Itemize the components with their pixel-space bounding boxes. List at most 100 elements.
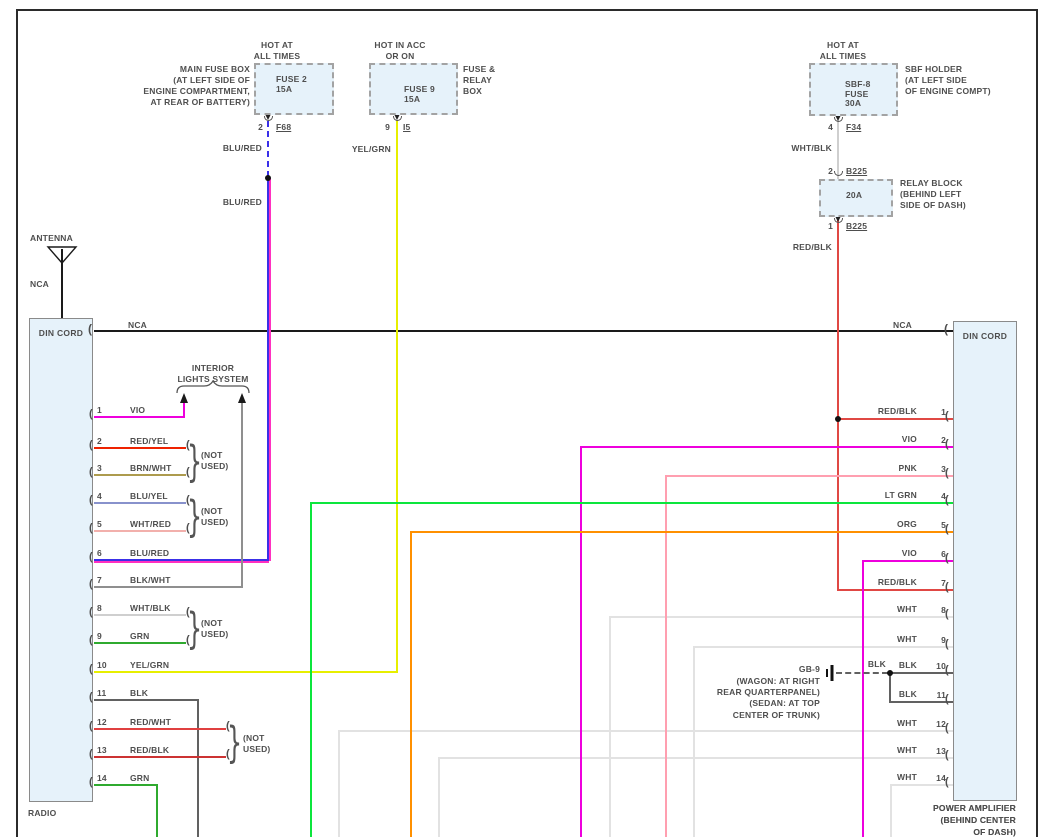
text-label: NCA — [128, 320, 148, 330]
text-label: BOX — [463, 86, 483, 96]
text-label: OF DASH) — [973, 827, 1016, 837]
amp5-org-segment — [410, 531, 412, 837]
amp-pin-label: VIO — [901, 548, 917, 558]
not-used-end-arc: ( — [186, 439, 190, 451]
radio5-whtred-segment — [94, 530, 186, 532]
junction-dot — [887, 670, 893, 676]
text-label: SBF-8 — [845, 79, 871, 89]
amp-caption: POWER AMPLIFIER — [933, 803, 1016, 813]
amp6-vio-segment — [862, 560, 954, 562]
radio7-blkwht-segment — [241, 397, 243, 588]
radio-pin-label: BLK/WHT — [130, 575, 171, 585]
radio-pin-label: BRN/WHT — [130, 463, 172, 473]
text-label: USED) — [201, 629, 229, 639]
text-label: USED) — [201, 517, 229, 527]
radio-pin-number: 8 — [97, 603, 102, 613]
radio-pin-label: GRN — [130, 773, 150, 783]
text-label: USED) — [243, 744, 271, 754]
text-label: 15A — [404, 94, 421, 104]
amp-pin-arc: ( — [945, 749, 949, 761]
text-label: FUSE — [845, 89, 869, 99]
connector-ref-link[interactable]: B225 — [846, 221, 868, 231]
radio-pin-arc: ( — [89, 439, 93, 451]
text-label: BLU/RED — [222, 143, 262, 153]
amp-pin-number: 14 — [936, 773, 946, 783]
amp-pin-number: 9 — [941, 635, 946, 645]
text-label: (NOT — [201, 506, 223, 516]
radio-pin-number: 11 — [97, 688, 107, 698]
text-label: HOT IN ACC — [374, 40, 426, 50]
box-exit-arc — [833, 218, 843, 223]
connector-ref-link[interactable]: I5 — [403, 122, 411, 132]
amp-pin-number: 2 — [941, 435, 946, 445]
radio11-blk-segment — [94, 699, 199, 701]
connector-ref-link[interactable]: F68 — [276, 122, 292, 132]
radio6-blured-fuse-segment — [267, 121, 269, 177]
text-label: CENTER OF TRUNK) — [732, 710, 820, 720]
radio-pin-number: 5 — [97, 519, 102, 529]
text-label: BLK — [867, 659, 886, 669]
radio13-redblk-segment — [94, 756, 226, 758]
radio6-blured-segment — [267, 178, 269, 561]
redblk-amp1-branch-segment — [837, 418, 954, 420]
radio-pin-number: 3 — [97, 463, 102, 473]
amp3-pnk-segment — [665, 475, 954, 477]
box-exit-arc — [263, 116, 273, 121]
whtblk-sbf-relay-segment — [837, 120, 839, 180]
not-used-brace: } — [187, 492, 203, 542]
text-label: FUSE 9 — [404, 84, 435, 94]
radio-pin-number: 4 — [97, 491, 102, 501]
amp-pin-arc: ( — [945, 523, 949, 535]
diagram-frame — [16, 9, 1038, 837]
amp-pin-label: BLK — [898, 660, 917, 670]
amp-pin-label: WHT — [897, 604, 917, 614]
amp3-pnk-segment — [665, 475, 667, 837]
box-exit-arc — [833, 171, 843, 176]
text-label: LIGHTS SYSTEM — [177, 374, 249, 384]
radio-pin-number: 10 — [97, 660, 107, 670]
amp-caption: OF DASH) — [973, 827, 1016, 837]
amp-pin-arc: ( — [945, 776, 949, 788]
text-label: (BEHIND CENTER — [940, 815, 1016, 825]
main-fuse-box — [254, 63, 334, 115]
radio-pin-number: 1 — [97, 405, 102, 415]
box-exit-arc — [833, 117, 843, 122]
amp12-wht-segment — [338, 730, 340, 837]
text-label: ALL TIMES — [253, 51, 301, 61]
amp-pin-number: 11 — [936, 690, 946, 700]
text-label: (BEHIND LEFT — [900, 189, 962, 199]
not-used-end-arc: ( — [186, 522, 190, 534]
amp-pin-label: BLK — [898, 689, 917, 699]
radio-pin-label: RED/BLK — [130, 745, 170, 755]
not-used-end-arc: ( — [186, 634, 190, 646]
amp10-11-blk-segment — [889, 701, 954, 703]
connector-ref-link[interactable]: F34 — [846, 122, 862, 132]
connector-ref-link[interactable]: B225 — [846, 166, 868, 176]
text-label: REAR QUARTERPANEL) — [716, 687, 820, 697]
amp-pin-number: 6 — [941, 549, 946, 559]
radio-pin-arc: ( — [89, 634, 93, 646]
radio-pin-label: WHT/RED — [130, 519, 172, 529]
radio7-blkwht-segment — [94, 586, 243, 588]
amp2-vio-segment — [580, 446, 582, 837]
text-label: ( — [88, 322, 93, 336]
radio1-vio-segment — [183, 397, 185, 418]
text-label: MAIN FUSE BOX — [179, 64, 250, 74]
text-label: OR ON — [385, 51, 415, 61]
radio6-blured-segment — [94, 559, 269, 561]
amp-pin-label: LT GRN — [884, 490, 917, 500]
radio-pin-arc: ( — [89, 551, 93, 563]
radio14-grn-segment — [94, 784, 158, 786]
amp-pin-arc: ( — [945, 438, 949, 450]
amp-pin-arc: ( — [945, 664, 949, 676]
text-label: (NOT — [201, 618, 223, 628]
radio2-redyel-segment — [94, 447, 186, 449]
radio-pin-label: WHT/BLK — [130, 603, 171, 613]
text-label: HOT AT — [827, 40, 859, 50]
amp-pin-number: 5 — [941, 520, 946, 530]
text-label: (SEDAN: AT TOP — [749, 698, 820, 708]
amp-pin-number: 3 — [941, 464, 946, 474]
radio-pin-arc: ( — [89, 776, 93, 788]
text-label: INTERIOR — [191, 363, 235, 373]
